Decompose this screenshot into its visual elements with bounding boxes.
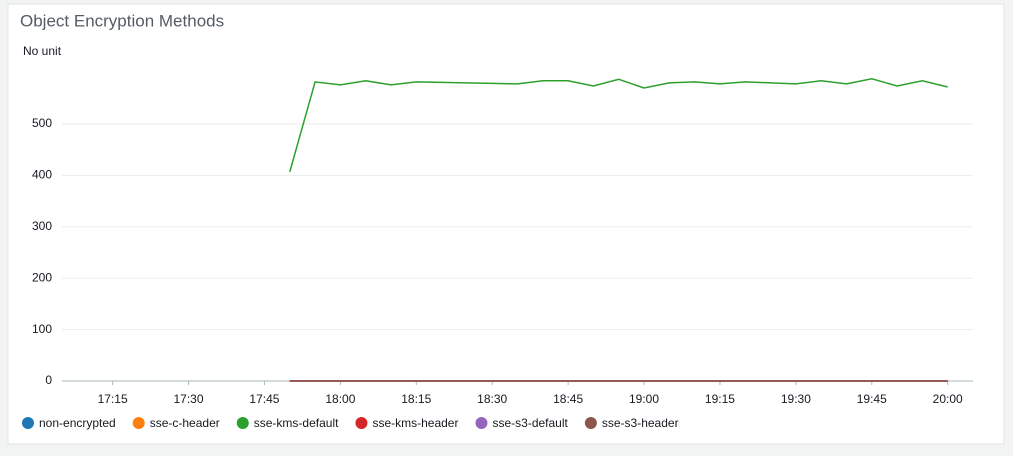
x-tick-label: 19:00 <box>629 392 659 406</box>
x-tick-label: 20:00 <box>933 392 963 406</box>
legend-swatch <box>355 417 368 429</box>
legend-label: sse-s3-default <box>492 416 568 430</box>
legend-swatch <box>236 417 249 429</box>
card <box>7 3 1005 445</box>
x-tick-label: 17:30 <box>174 392 204 406</box>
x-tick-label: 18:45 <box>553 392 583 406</box>
legend-swatch <box>22 417 34 429</box>
y-tick-label: 300 <box>32 219 52 233</box>
legend-label: sse-kms-header <box>372 416 458 430</box>
x-tick-label: 18:30 <box>477 392 507 406</box>
x-tick-label: 17:15 <box>98 392 128 406</box>
y-tick-label: 500 <box>32 116 52 130</box>
x-tick-label: 19:15 <box>705 392 735 406</box>
chart-title: Object Encryption Methods <box>20 11 224 30</box>
legend-swatch <box>132 417 145 429</box>
series-line <box>289 78 948 173</box>
x-tick-label: 18:15 <box>401 392 431 406</box>
y-axis-label: No unit <box>23 44 62 58</box>
legend-label: sse-s3-header <box>602 416 679 430</box>
legend-swatch <box>475 417 488 429</box>
y-tick-label: 400 <box>32 168 52 182</box>
y-tick-label: 0 <box>45 373 52 387</box>
y-tick-label: 100 <box>32 322 52 336</box>
x-tick-label: 18:00 <box>325 392 355 406</box>
y-tick-label: 200 <box>32 270 52 284</box>
legend-label: non-encrypted <box>39 416 116 430</box>
legend-label: sse-kms-default <box>254 416 339 430</box>
x-tick-label: 17:45 <box>249 392 279 406</box>
legend-label: sse-c-header <box>150 416 220 430</box>
x-tick-label: 19:45 <box>857 392 887 406</box>
x-tick-label: 19:30 <box>781 392 811 406</box>
legend-swatch <box>584 417 597 429</box>
